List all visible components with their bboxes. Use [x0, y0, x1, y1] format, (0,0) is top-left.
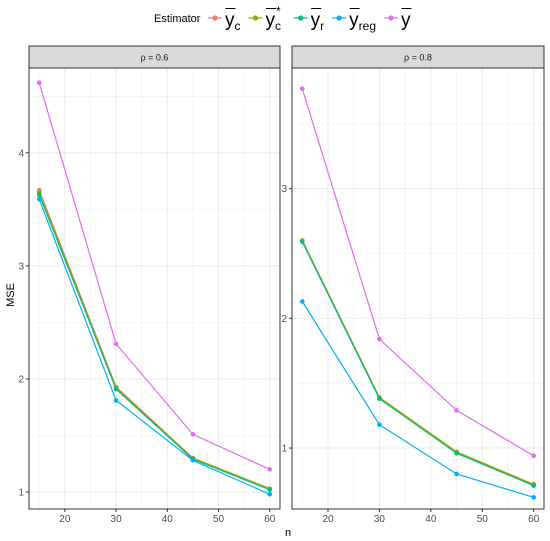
data-point — [267, 467, 273, 472]
series-ybar — [36, 80, 273, 472]
strip-label: ρ = 0.6 — [141, 53, 169, 63]
series-line — [38, 192, 271, 490]
legend-label: yreg — [349, 10, 376, 33]
data-point — [531, 453, 537, 459]
y-tick-label: 1 — [281, 444, 287, 455]
panel-1: ρ = 0.6 20 30 40 50 60 1 2 3 4 — [18, 45, 281, 525]
legend-item-yreg: yreg — [332, 8, 376, 33]
y-tick-label: 2 — [281, 314, 287, 325]
data-point — [267, 492, 273, 497]
panel-border — [28, 67, 281, 510]
legend-item-yr: yr — [293, 8, 325, 33]
legend-key-point — [298, 15, 304, 21]
series-line — [38, 82, 271, 470]
data-point — [36, 196, 42, 202]
grid — [29, 68, 280, 509]
plot-background — [29, 68, 280, 509]
legend-label: yc — [225, 10, 241, 33]
x-tick-label: 30 — [374, 514, 386, 525]
legend-key-point — [336, 15, 342, 21]
data-point — [190, 432, 196, 437]
data-point — [190, 458, 196, 463]
data-point — [36, 192, 42, 197]
x-tick-label: 50 — [477, 514, 489, 525]
data-point — [377, 336, 382, 342]
series-yreg — [36, 196, 273, 497]
legend-item-ybar: y — [384, 8, 412, 31]
data-point — [113, 398, 119, 403]
data-point — [299, 299, 305, 304]
panel-border — [291, 67, 545, 510]
data-point — [113, 341, 119, 347]
legend-label: yr — [311, 10, 325, 33]
x-tick-label: 20 — [322, 514, 334, 525]
panel-2: ρ = 0.8 20 30 40 50 60 1 2 3 — [281, 45, 545, 525]
series-line — [301, 88, 535, 457]
y-tick-label: 1 — [18, 488, 24, 499]
x-tick-label: 20 — [59, 514, 71, 525]
series-line — [301, 241, 534, 487]
y-tick-label: 3 — [18, 261, 24, 272]
x-tick-label: 30 — [111, 514, 123, 525]
strip-label: ρ = 0.8 — [404, 53, 432, 63]
series-line — [38, 198, 271, 495]
data-point — [36, 80, 42, 85]
series-line — [301, 301, 534, 498]
axes: 20 30 40 50 60 1 2 3 4 — [18, 148, 275, 525]
data-point — [454, 471, 459, 477]
legend-label: yc* — [266, 4, 282, 33]
x-tick-label: 60 — [264, 514, 276, 525]
x-tick-label: 40 — [425, 514, 437, 525]
plot-background — [292, 68, 544, 509]
legend-key-point — [388, 15, 394, 21]
legend-key-point — [212, 15, 218, 21]
data-point — [267, 487, 273, 493]
data-point — [454, 408, 459, 413]
legend-item-yc: yc — [208, 8, 241, 33]
data-point — [377, 396, 382, 402]
data-point — [299, 239, 305, 245]
data-point — [299, 86, 305, 92]
legend-title: Estimator — [154, 13, 201, 25]
x-tick-label: 60 — [528, 514, 540, 525]
legend-key-point — [252, 15, 259, 21]
series-ybar — [299, 86, 537, 459]
data-point — [113, 386, 119, 392]
x-axis-title: n — [285, 527, 291, 539]
y-tick-label: 3 — [281, 184, 287, 195]
data-point — [377, 422, 382, 427]
x-tick-label: 50 — [213, 514, 225, 525]
data-point — [531, 483, 537, 488]
y-tick-label: 2 — [18, 374, 24, 385]
y-tick-label: 4 — [18, 148, 24, 159]
legend-item-yc_star: yc* — [248, 4, 282, 33]
legend-label: y — [401, 10, 411, 31]
series-yr — [36, 192, 273, 493]
y-axis-title: MSE — [5, 283, 17, 307]
x-tick-label: 40 — [162, 514, 174, 525]
axes: 20 30 40 50 60 1 2 3 — [281, 184, 539, 525]
series-line — [38, 194, 271, 491]
series-yr — [299, 239, 537, 488]
legend: Estimator yc yc* yr yreg y — [154, 4, 412, 33]
data-point — [454, 450, 459, 456]
series-yreg — [299, 299, 537, 500]
data-point — [531, 495, 537, 500]
